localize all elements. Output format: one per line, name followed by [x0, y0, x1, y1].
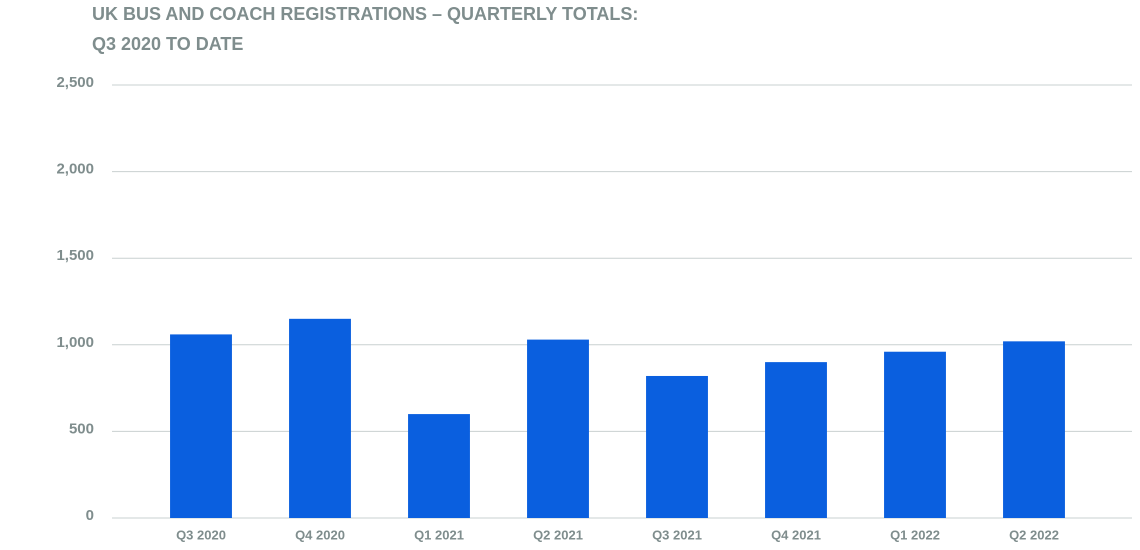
- bar: [765, 362, 827, 518]
- y-tick-label: 0: [86, 507, 94, 524]
- y-tick-label: 1,500: [56, 247, 94, 264]
- y-tick-label: 500: [69, 420, 94, 437]
- bar: [527, 339, 589, 518]
- x-tick-label: Q2 2021: [533, 527, 583, 542]
- chart-title: UK BUS AND COACH REGISTRATIONS – QUARTER…: [92, 4, 638, 24]
- y-tick-label: 2,000: [56, 161, 94, 178]
- x-tick-label: Q3 2020: [176, 527, 226, 542]
- x-tick-label: Q2 2022: [1009, 527, 1059, 542]
- bar: [408, 414, 470, 518]
- x-tick-label: Q3 2021: [652, 527, 702, 542]
- chart-title: Q3 2020 TO DATE: [92, 34, 243, 54]
- bar: [289, 318, 351, 518]
- bar: [646, 375, 708, 518]
- bar: [884, 351, 946, 518]
- x-tick-label: Q1 2022: [890, 527, 940, 542]
- bar: [170, 334, 232, 518]
- x-tick-label: Q1 2021: [414, 527, 464, 542]
- bar: [1003, 341, 1065, 518]
- y-tick-label: 1,000: [56, 334, 94, 351]
- x-tick-label: Q4 2020: [295, 527, 345, 542]
- x-tick-label: Q4 2021: [771, 527, 821, 542]
- y-tick-label: 2,500: [56, 74, 94, 91]
